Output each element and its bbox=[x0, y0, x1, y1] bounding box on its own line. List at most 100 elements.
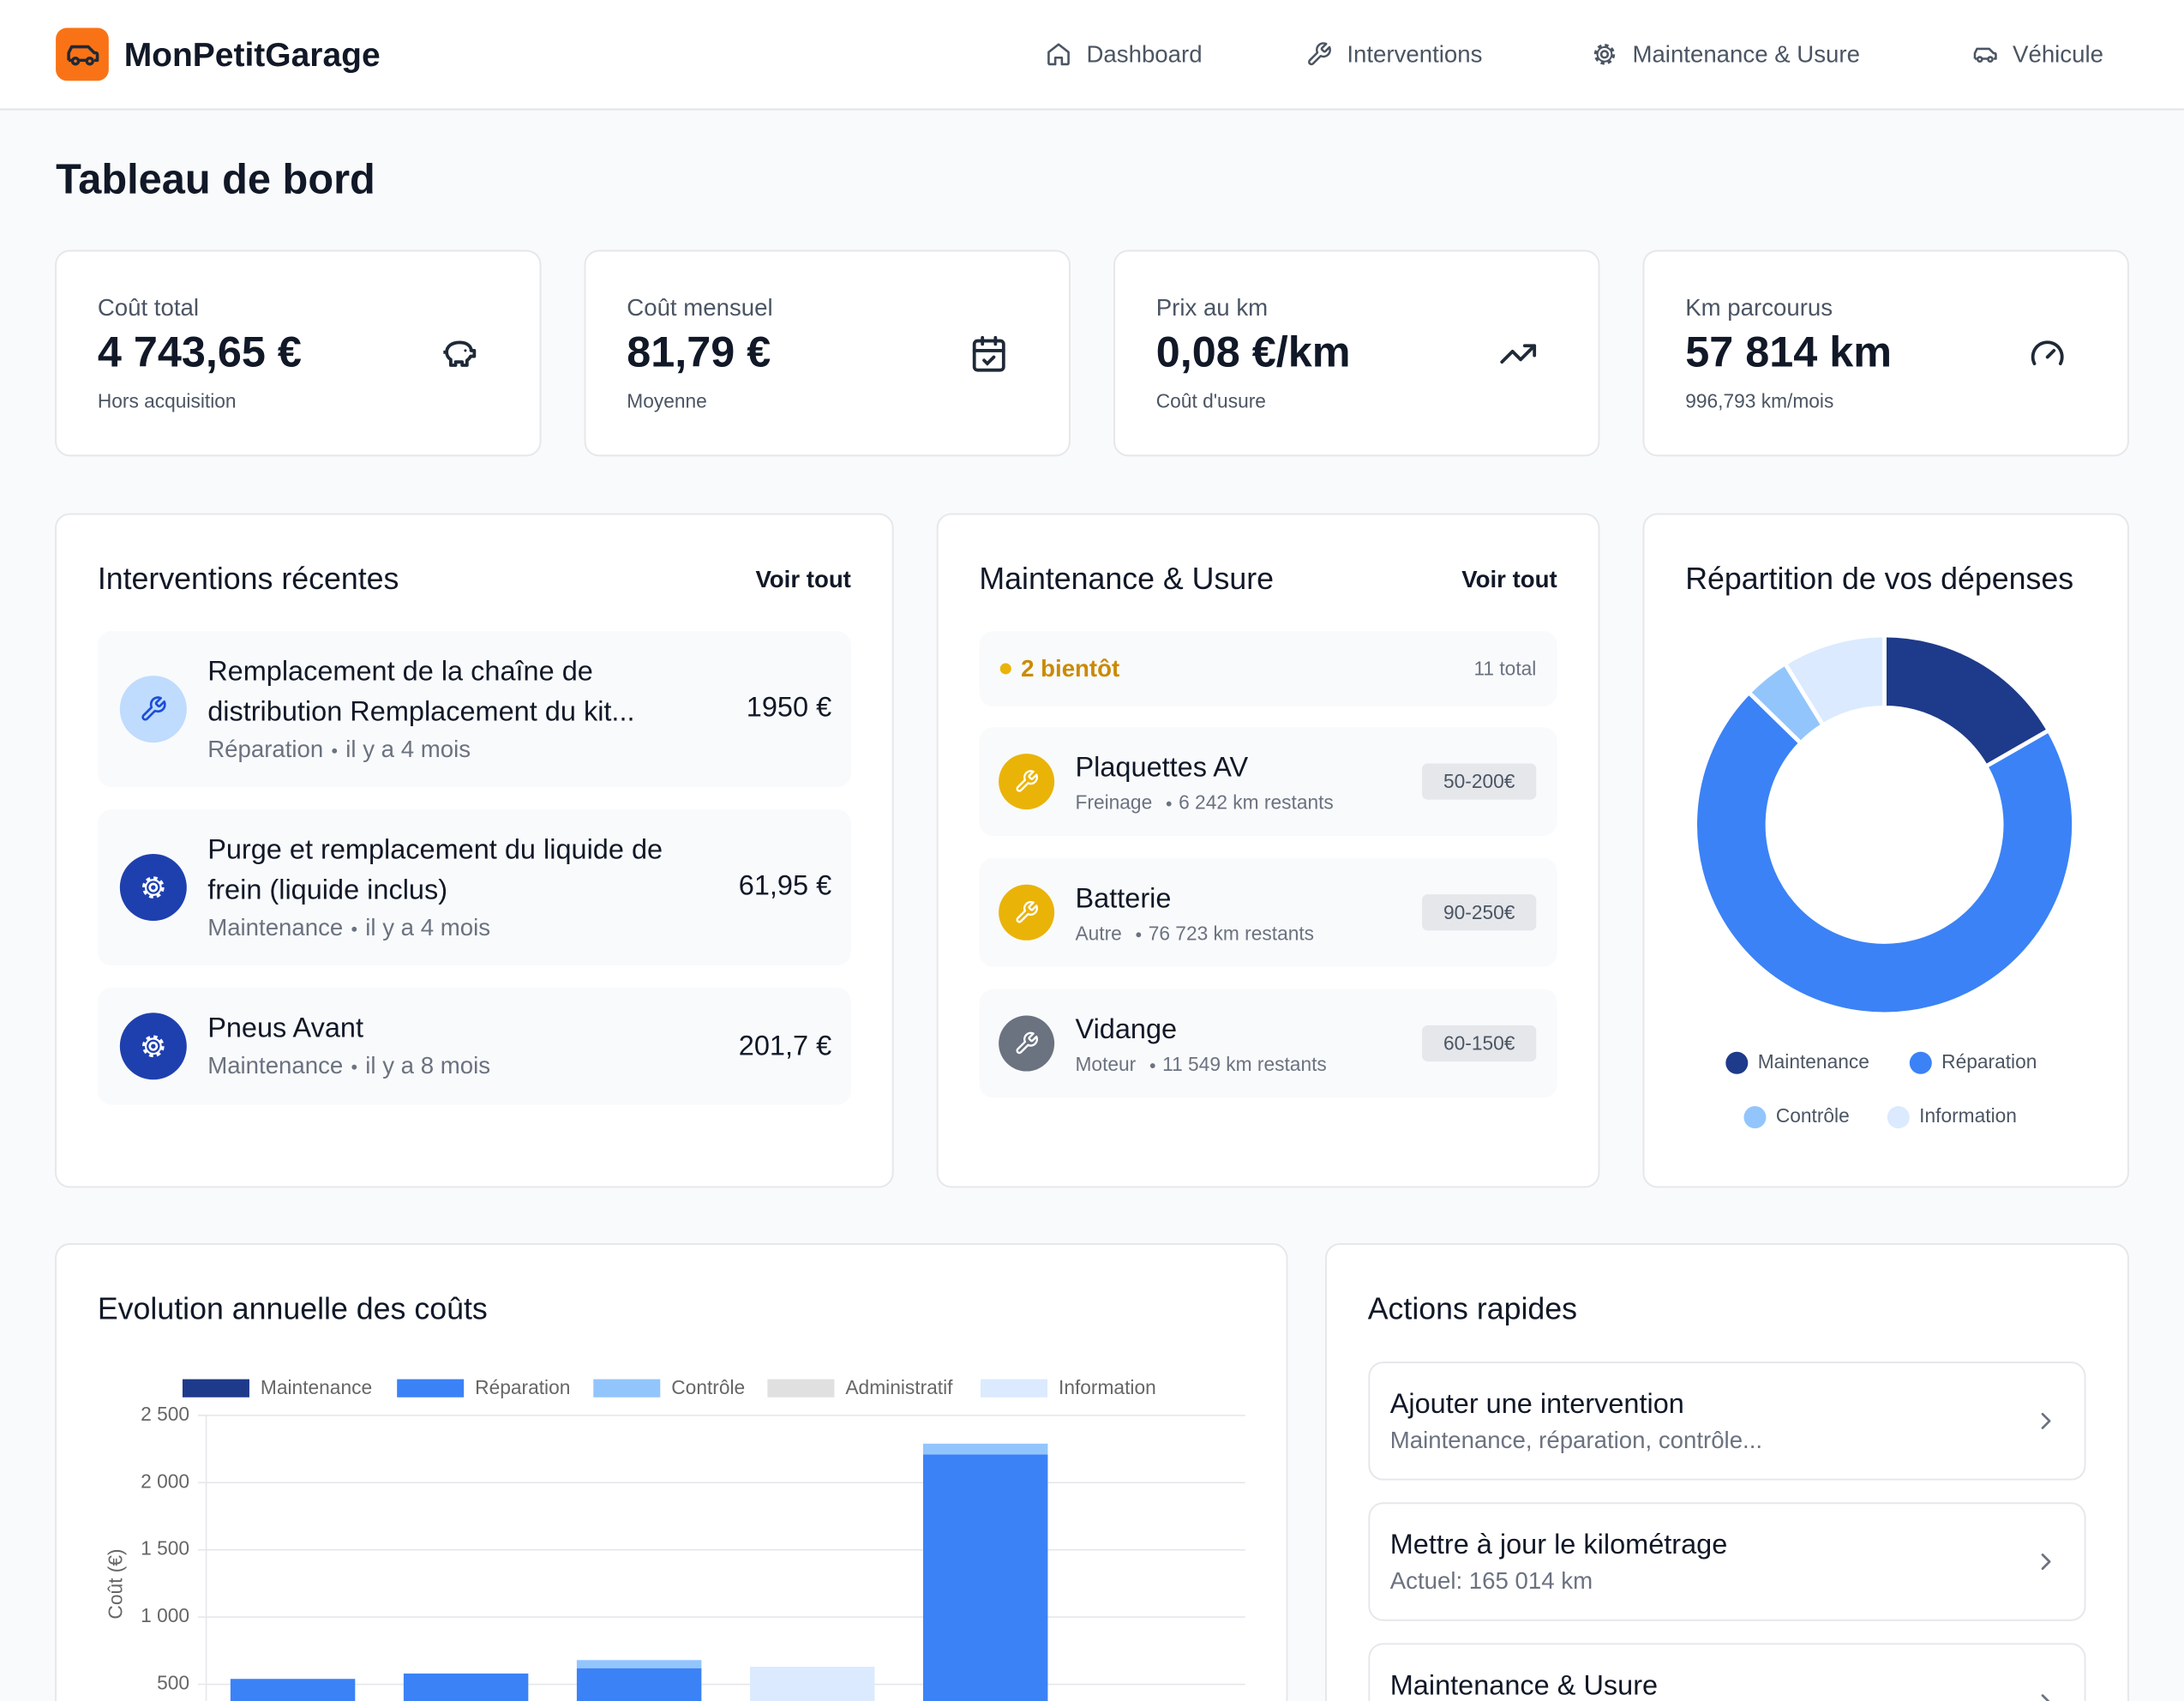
nav-link[interactable]: Véhicule bbox=[2013, 40, 2103, 67]
y-tick-label: 2 000 bbox=[141, 1470, 189, 1492]
view-all-link[interactable]: Voir tout bbox=[755, 566, 850, 592]
maintenance-name: Plaquettes AV bbox=[1076, 752, 1249, 783]
status-total: 11 total bbox=[1473, 658, 1536, 680]
legend-label: Maintenance bbox=[1758, 1050, 1869, 1073]
intervention-time: il y a 4 mois bbox=[345, 736, 471, 762]
legend-label: Contrôle bbox=[1776, 1104, 1850, 1127]
y-tick-label: 1 500 bbox=[141, 1537, 189, 1560]
intervention-icon-bg bbox=[119, 1013, 187, 1080]
legend-swatch bbox=[593, 1379, 661, 1397]
intervention-title: Remplacement de la chaîne de bbox=[207, 655, 593, 686]
maintenance-name: Vidange bbox=[1076, 1013, 1178, 1044]
stat-label: Prix au km bbox=[1156, 294, 1268, 321]
y-axis-label: Coût (€) bbox=[105, 1548, 127, 1619]
price-badge bbox=[1422, 763, 1537, 800]
bar-segment bbox=[922, 1443, 1048, 1455]
bar-segment bbox=[230, 1679, 356, 1701]
stat-value: 81,79 € bbox=[627, 328, 771, 376]
price-badge bbox=[1422, 1025, 1537, 1062]
maintenance-category: Autre bbox=[1076, 922, 1122, 944]
maintenance-remaining: 6 242 km restants bbox=[1179, 791, 1334, 814]
action-title: Ajouter une intervention bbox=[1390, 1388, 1684, 1419]
intervention-time: il y a 8 mois bbox=[365, 1052, 490, 1079]
bar-segment bbox=[749, 1667, 875, 1701]
stat-card bbox=[584, 249, 1071, 457]
stat-card bbox=[1113, 249, 1600, 457]
intervention-title: Purge et remplacement du liquide de bbox=[207, 833, 663, 864]
action-title: Maintenance & Usure bbox=[1390, 1669, 1658, 1700]
maintenance-category: Freinage bbox=[1076, 791, 1153, 814]
action-button[interactable] bbox=[1368, 1361, 2086, 1481]
y-tick-label: 2 500 bbox=[141, 1403, 189, 1425]
maintenance-icon-bg bbox=[999, 1015, 1055, 1072]
brand: MonPetitGarage bbox=[124, 37, 381, 74]
legend-swatch bbox=[397, 1379, 465, 1397]
intervention-category: Maintenance bbox=[207, 914, 343, 941]
stat-label: Km parcourus bbox=[1685, 294, 1833, 321]
separator-dot bbox=[1149, 1063, 1155, 1068]
nav-link[interactable]: Interventions bbox=[1347, 40, 1482, 67]
intervention-time: il y a 4 mois bbox=[365, 914, 490, 941]
price-range: 50-200€ bbox=[1443, 770, 1515, 792]
stat-value: 4 743,65 € bbox=[98, 328, 302, 376]
stat-note: Moyenne bbox=[627, 390, 707, 412]
intervention-amount: 1950 € bbox=[747, 692, 831, 723]
legend-swatch bbox=[1887, 1106, 1910, 1129]
stat-card bbox=[55, 249, 542, 457]
y-tick-label: 1 000 bbox=[141, 1604, 189, 1626]
legend-label: Réparation bbox=[1941, 1050, 2037, 1073]
stat-label: Coût mensuel bbox=[627, 294, 772, 321]
intervention-item[interactable] bbox=[97, 809, 851, 966]
donut-segment bbox=[1693, 689, 2076, 1017]
separator-dot bbox=[1136, 932, 1142, 938]
action-button[interactable] bbox=[1368, 1502, 2086, 1621]
stat-label: Coût total bbox=[98, 294, 199, 321]
stat-value: 57 814 km bbox=[1685, 328, 1892, 376]
stat-card bbox=[1642, 249, 2129, 457]
legend-label: Information bbox=[1059, 1376, 1156, 1398]
bar-segment bbox=[403, 1673, 529, 1701]
intervention-item[interactable] bbox=[97, 988, 851, 1105]
intervention-icon-bg bbox=[119, 676, 187, 743]
price-range: 90-250€ bbox=[1443, 901, 1515, 923]
action-subtitle: Actuel: 165 014 km bbox=[1390, 1567, 1593, 1594]
stat-note: Coût d'usure bbox=[1156, 390, 1266, 412]
maintenance-item[interactable] bbox=[979, 857, 1557, 967]
stat-note: 996,793 km/mois bbox=[1685, 390, 1833, 412]
nav-link[interactable]: Dashboard bbox=[1087, 40, 1203, 67]
intervention-category: Réparation bbox=[207, 736, 323, 762]
view-all-link[interactable]: Voir tout bbox=[1461, 566, 1557, 592]
maintenance-item[interactable] bbox=[979, 989, 1557, 1098]
legend-swatch bbox=[1743, 1106, 1767, 1129]
panel-title: Répartition de vos dépenses bbox=[1685, 562, 2073, 596]
price-range: 60-150€ bbox=[1443, 1032, 1515, 1055]
maintenance-name: Batterie bbox=[1076, 882, 1172, 913]
status-soon: 2 bientôt bbox=[1021, 655, 1119, 682]
legend-label: Information bbox=[1919, 1104, 2017, 1127]
maintenance-icon-bg bbox=[999, 754, 1055, 810]
panel-title: Maintenance & Usure bbox=[979, 562, 1274, 596]
logo bbox=[56, 27, 109, 81]
panel-title: Interventions récentes bbox=[98, 562, 399, 596]
maintenance-category: Moteur bbox=[1076, 1053, 1137, 1075]
maintenance-item[interactable] bbox=[979, 727, 1557, 836]
panel-title: Evolution annuelle des coûts bbox=[98, 1291, 488, 1325]
separator-dot bbox=[1166, 801, 1172, 807]
action-button[interactable] bbox=[1368, 1643, 2086, 1701]
separator-dot bbox=[351, 926, 357, 932]
intervention-item[interactable] bbox=[97, 631, 851, 788]
nav-link[interactable]: Maintenance & Usure bbox=[1632, 40, 1859, 67]
legend-label: Maintenance bbox=[261, 1376, 372, 1398]
price-badge bbox=[1422, 894, 1537, 931]
legend-label: Contrôle bbox=[671, 1376, 745, 1398]
page-title: Tableau de bord bbox=[56, 157, 375, 203]
bar-segment bbox=[576, 1668, 702, 1701]
maintenance-icon-bg bbox=[999, 884, 1055, 941]
legend-label: Administratif bbox=[845, 1376, 953, 1398]
status-dot bbox=[999, 663, 1011, 675]
legend-swatch bbox=[981, 1379, 1048, 1397]
stat-note: Hors acquisition bbox=[98, 390, 237, 412]
separator-dot bbox=[332, 748, 338, 754]
